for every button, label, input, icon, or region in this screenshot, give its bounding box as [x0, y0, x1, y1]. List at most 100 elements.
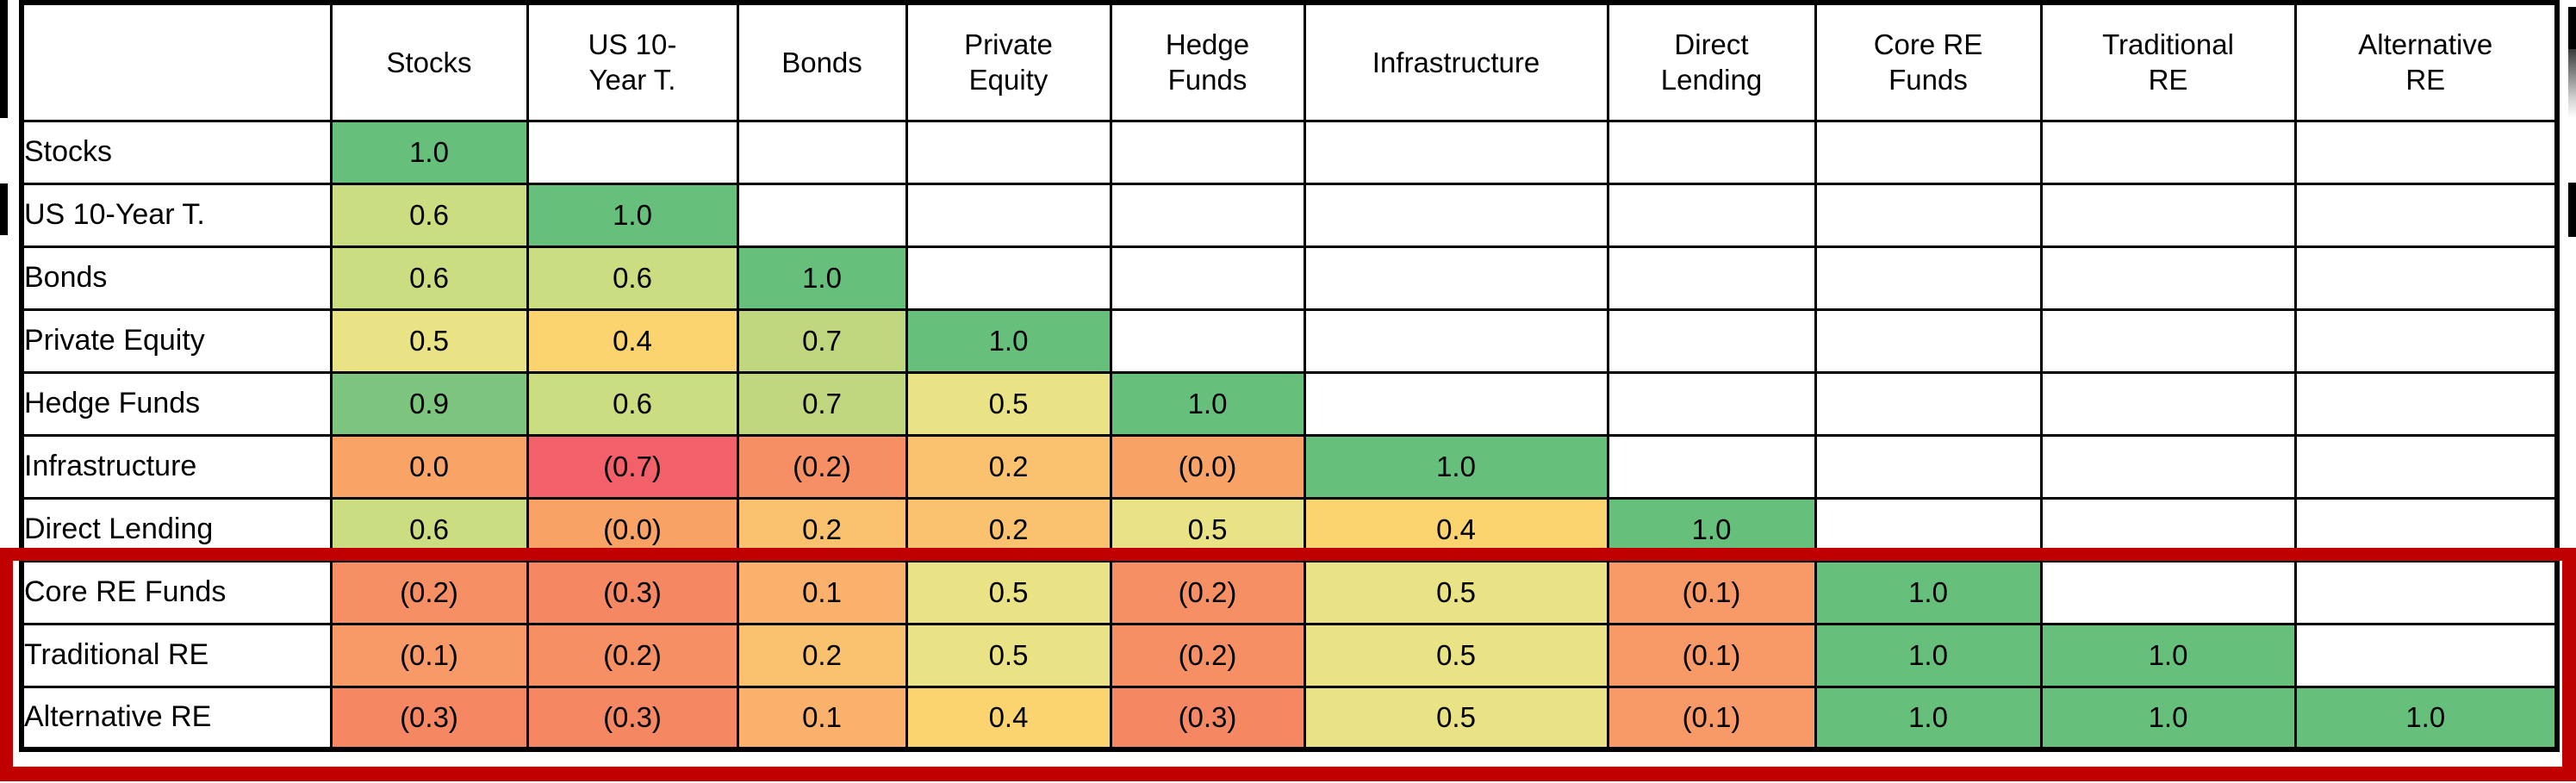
matrix-cell-empty [2293, 308, 2559, 374]
row-header: Direct Lending [20, 496, 333, 562]
matrix-cell: 1.0 [1814, 559, 2043, 625]
matrix-cell-empty [526, 119, 739, 185]
matrix-cell: 0.7 [736, 370, 908, 437]
matrix-cell-empty [2039, 119, 2297, 185]
matrix-row: US 10-Year T. 0.6 1.0 [20, 182, 2559, 248]
matrix-row: Private Equity 0.5 0.4 0.7 1.0 [20, 308, 2559, 374]
matrix-row: Infrastructure 0.0 (0.7) (0.2) 0.2 (0.0) 1.0 [20, 433, 2559, 500]
matrix-cell-empty [1606, 308, 1817, 374]
matrix-cell: 1.0 [526, 182, 739, 248]
matrix-cell-empty [2039, 182, 2297, 248]
matrix-cell: 0.2 [905, 433, 1112, 500]
matrix-cell-empty [2293, 182, 2559, 248]
matrix-cell: (0.2) [1109, 622, 1306, 688]
matrix-cell: 0.5 [1109, 496, 1306, 562]
matrix-cell: 0.4 [1303, 496, 1609, 562]
matrix-cell-empty [736, 119, 908, 185]
matrix-cell-empty [1109, 245, 1306, 311]
column-header: Hedge Funds [1109, 1, 1306, 122]
matrix-row: Bonds 0.6 0.6 1.0 [20, 245, 2559, 311]
matrix-cell: 1.0 [905, 308, 1112, 374]
matrix-cell: (0.2) [1109, 559, 1306, 625]
matrix-cell: 0.5 [905, 370, 1112, 437]
matrix-cell: (0.3) [1109, 685, 1306, 751]
matrix-cell-empty [1303, 245, 1609, 311]
row-header: Alternative RE [20, 685, 333, 751]
matrix-cell-empty [1303, 308, 1609, 374]
matrix-cell: 1.0 [1109, 370, 1306, 437]
matrix-cell: 0.9 [329, 370, 529, 437]
matrix-cell-empty [2293, 370, 2559, 437]
matrix-cell-empty [2293, 622, 2559, 688]
matrix-row: Direct Lending 0.6 (0.0) 0.2 0.2 0.5 0.4 1.0 [20, 496, 2559, 562]
column-header: Stocks [329, 1, 529, 122]
matrix-cell: 1.0 [2039, 622, 2297, 688]
matrix-cell: 0.4 [526, 308, 739, 374]
matrix-cell: 1.0 [329, 119, 529, 185]
matrix-cell-empty [1814, 496, 2043, 562]
matrix-row: Stocks 1.0 [20, 119, 2559, 185]
matrix-cell: (0.7) [526, 433, 739, 500]
matrix-cell: 0.4 [905, 685, 1112, 751]
edge-artifact-right-fade [2568, 49, 2576, 118]
column-header: Infrastructure [1303, 1, 1609, 122]
matrix-cell-empty [1606, 182, 1817, 248]
matrix-cell: 1.0 [2039, 685, 2297, 751]
matrix-cell-empty [1606, 119, 1817, 185]
edge-artifact-right-top [2568, 7, 2576, 49]
edge-artifact-left-mid [0, 183, 8, 235]
matrix-cell-empty [1814, 245, 2043, 311]
matrix-cell-empty [2293, 496, 2559, 562]
matrix-cell-empty [2039, 559, 2297, 625]
matrix-cell: (0.1) [329, 622, 529, 688]
matrix-cell: 0.6 [526, 245, 739, 311]
matrix-cell: 1.0 [1606, 496, 1817, 562]
row-header: Infrastructure [20, 433, 333, 500]
matrix-header-row: Stocks US 10- Year T. Bonds Private Equity H… [20, 1, 2559, 122]
matrix-cell-empty [2293, 559, 2559, 625]
matrix-cell: 0.0 [329, 433, 529, 500]
matrix-cell: (0.3) [526, 559, 739, 625]
column-header: US 10- Year T. [526, 1, 739, 122]
row-header: Bonds [20, 245, 333, 311]
edge-artifact-right-mid [2568, 183, 2576, 237]
row-header: Traditional RE [20, 622, 333, 688]
matrix-cell-empty [2039, 370, 2297, 437]
matrix-cell: (0.2) [526, 622, 739, 688]
matrix-cell-empty [2293, 433, 2559, 500]
column-header: Core RE Funds [1814, 1, 2043, 122]
row-header: US 10-Year T. [20, 182, 333, 248]
matrix-row: Hedge Funds 0.9 0.6 0.7 0.5 1.0 [20, 370, 2559, 437]
matrix-cell: 0.2 [905, 496, 1112, 562]
matrix-cell-empty [1814, 182, 2043, 248]
matrix-cell: 1.0 [1303, 433, 1609, 500]
matrix-cell: 0.6 [329, 182, 529, 248]
matrix-cell: 1.0 [1814, 622, 2043, 688]
column-header: Bonds [736, 1, 908, 122]
matrix-cell: (0.0) [526, 496, 739, 562]
matrix-cell: (0.2) [329, 559, 529, 625]
matrix-cell: (0.2) [736, 433, 908, 500]
matrix-cell: 0.6 [329, 245, 529, 311]
matrix-cell: 0.2 [736, 496, 908, 562]
matrix-cell: 0.1 [736, 559, 908, 625]
matrix-cell-empty [1606, 370, 1817, 437]
matrix-cell: (0.0) [1109, 433, 1306, 500]
matrix-cell-empty [1303, 370, 1609, 437]
matrix-cell-empty [1606, 245, 1817, 311]
matrix-cell-empty [1303, 119, 1609, 185]
matrix-cell: 1.0 [2293, 685, 2559, 751]
matrix-cell: (0.3) [526, 685, 739, 751]
matrix-cell: 0.6 [526, 370, 739, 437]
matrix-row: Core RE Funds (0.2) (0.3) 0.1 0.5 (0.2) 0.5 (0.… [20, 559, 2559, 625]
matrix-cell: 0.5 [905, 622, 1112, 688]
matrix-cell: 0.5 [329, 308, 529, 374]
matrix-cell: (0.3) [329, 685, 529, 751]
matrix-cell: 0.5 [1303, 559, 1609, 625]
matrix-cell-empty [905, 119, 1112, 185]
correlation-matrix-table: Stocks US 10- Year T. Bonds Private Equity H… [19, 0, 2560, 752]
matrix-cell-empty [2039, 496, 2297, 562]
matrix-cell-empty [1109, 119, 1306, 185]
matrix-cell-empty [2039, 308, 2297, 374]
